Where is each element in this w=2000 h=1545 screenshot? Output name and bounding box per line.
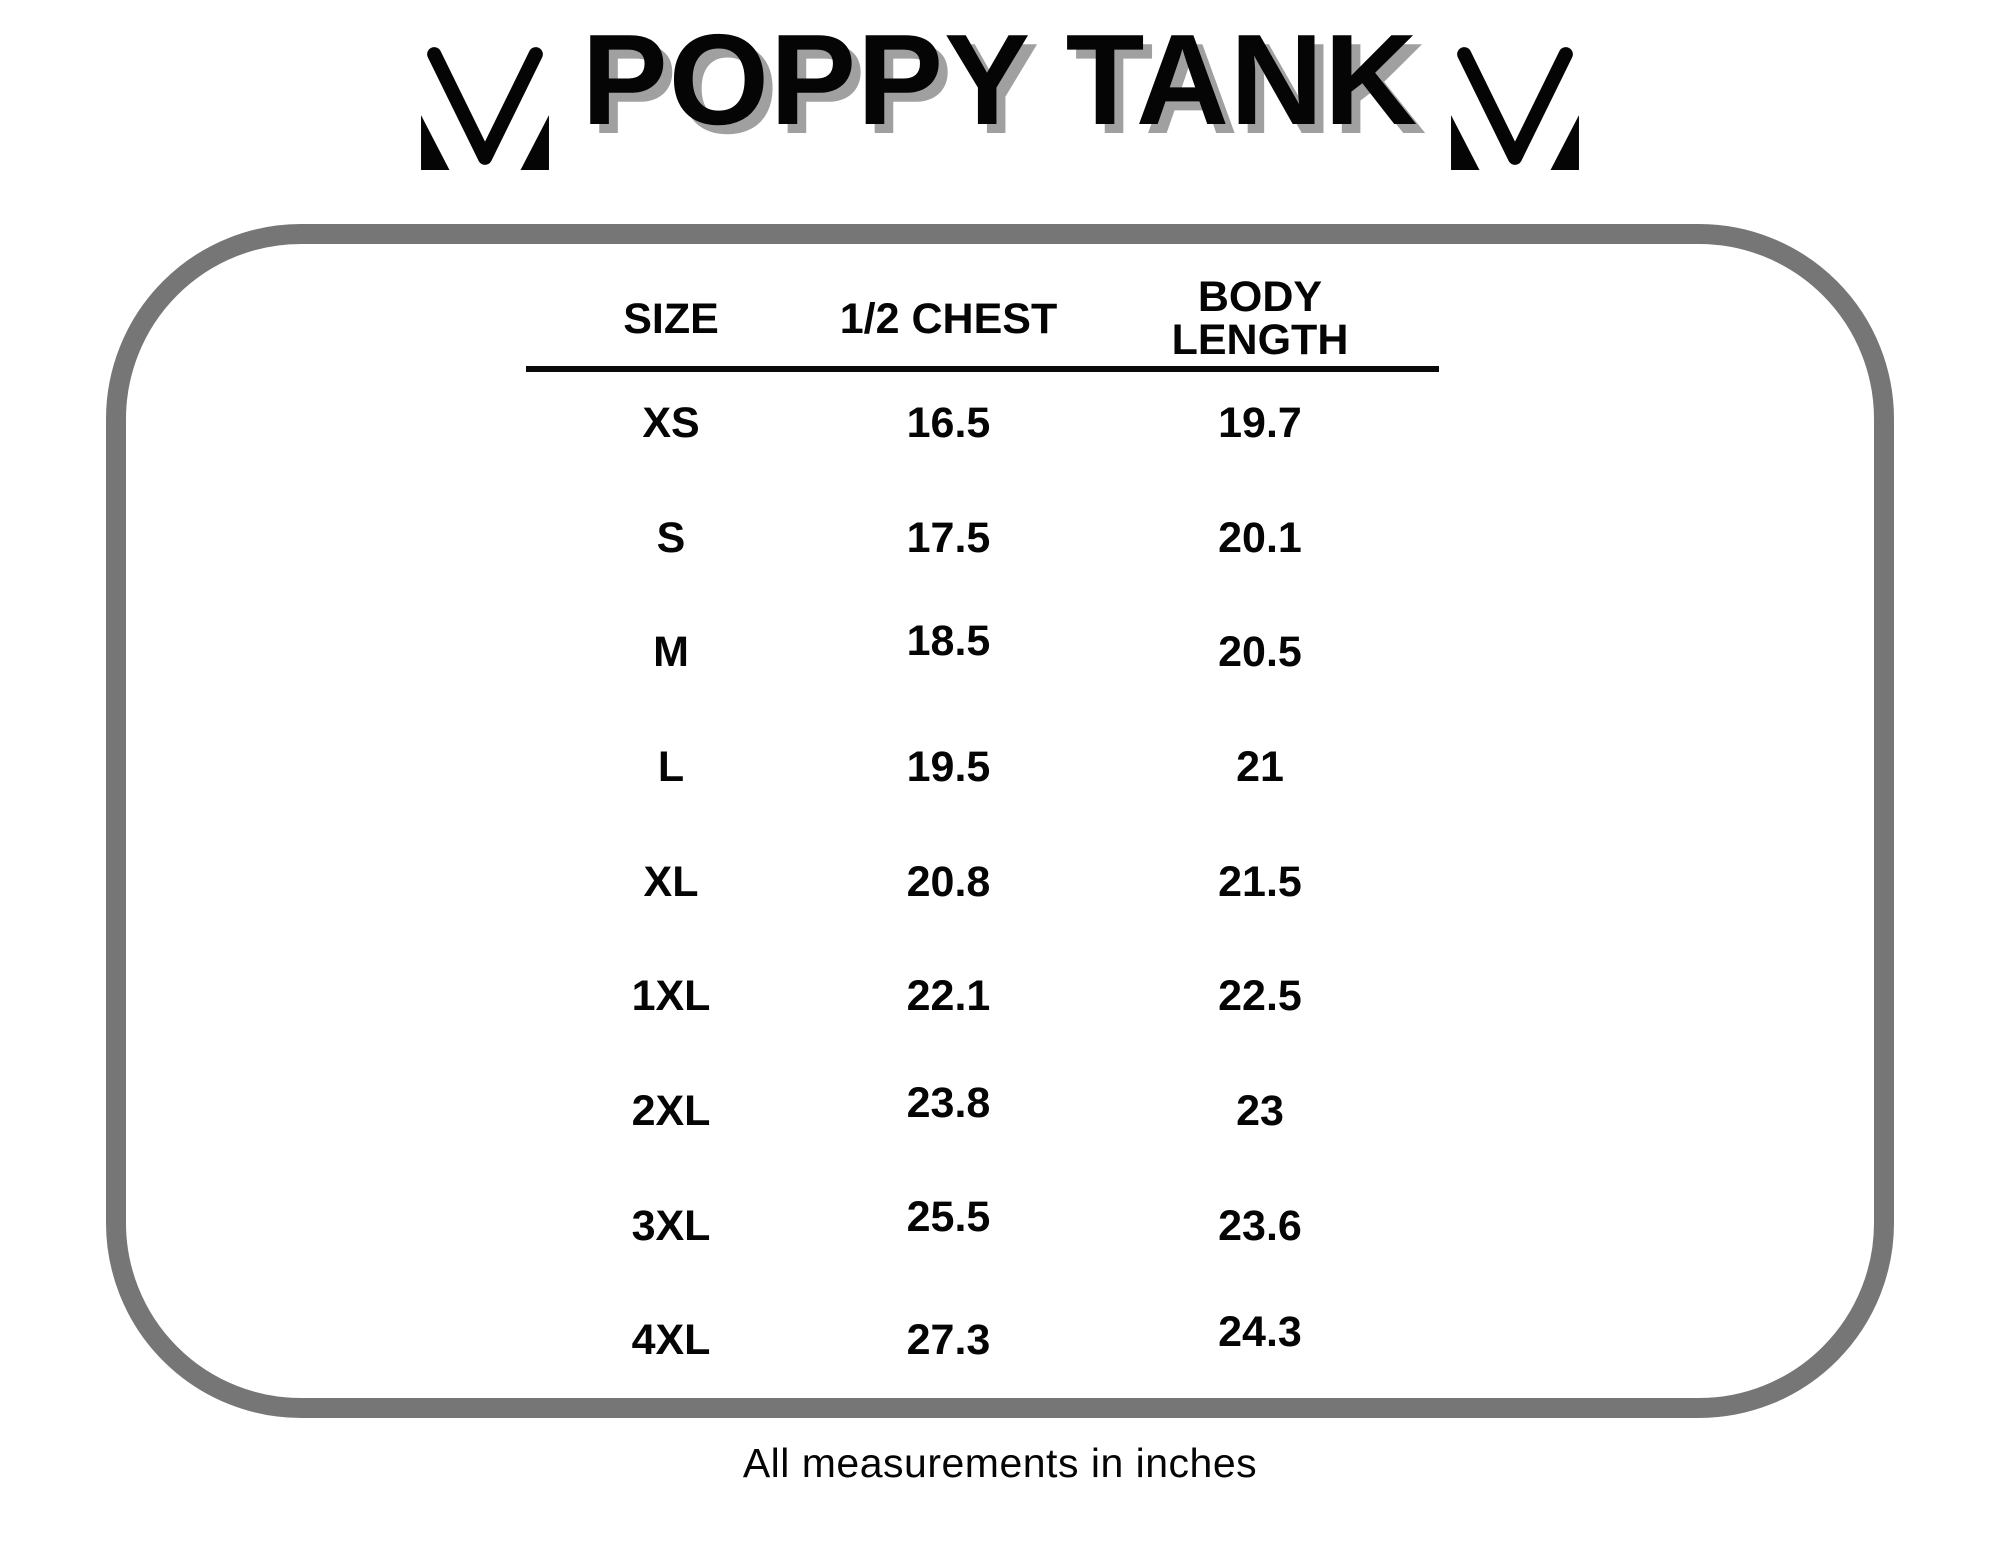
page-header: POPPY TANK	[0, 16, 2000, 170]
table-row: S 17.5 20.1	[526, 481, 1439, 596]
table-header-row: SIZE 1/2 CHEST BODY LENGTH	[526, 276, 1439, 362]
half-chest-cell: 27.3	[906, 1316, 991, 1365]
column-header-half-chest: 1/2 CHEST	[839, 294, 1058, 343]
body-length-cell: 21.5	[1218, 857, 1302, 906]
body-length-cell: 23.6	[1218, 1201, 1302, 1250]
table-row: 3XL 25.5 23.6	[526, 1169, 1439, 1284]
body-length-cell: 20.5	[1218, 628, 1302, 677]
table-row: L 19.5 21	[526, 710, 1439, 825]
table-row: XL 20.8 21.5	[526, 825, 1439, 940]
table-row: XS 16.5 19.7	[526, 366, 1439, 481]
size-cell: M	[653, 628, 689, 677]
size-cell: 1XL	[631, 972, 711, 1021]
size-table-body: XS 16.5 19.7 S 17.5 20.1 M 18.5 20.5 L 1…	[526, 366, 1439, 1398]
measurements-note: All measurements in inches	[742, 1440, 1258, 1486]
half-chest-cell: 17.5	[906, 513, 991, 562]
size-cell: S	[656, 513, 686, 562]
column-header-body-length-line2: LENGTH	[1171, 316, 1349, 364]
body-length-cell: 20.1	[1218, 513, 1302, 562]
half-chest-cell: 18.5	[906, 617, 991, 666]
half-chest-cell: 25.5	[906, 1192, 991, 1241]
body-length-cell: 24.3	[1218, 1308, 1302, 1357]
size-cell: 3XL	[631, 1201, 711, 1250]
header-divider-line	[526, 366, 1439, 372]
body-length-cell: 23	[1236, 1086, 1284, 1135]
size-cell: 2XL	[631, 1086, 711, 1135]
table-row: M 18.5 20.5	[526, 595, 1439, 710]
table-row: 2XL 23.8 23	[526, 1054, 1439, 1169]
page-title: POPPY TANK	[581, 8, 1419, 152]
body-length-cell: 21	[1236, 742, 1284, 791]
half-chest-cell: 19.5	[906, 742, 991, 791]
body-length-cell: 19.7	[1218, 398, 1302, 447]
size-cell: 4XL	[631, 1316, 711, 1365]
size-chart-frame	[106, 224, 1894, 1418]
size-cell: XS	[642, 398, 700, 447]
brand-monogram-icon	[1451, 47, 1580, 170]
brand-monogram-icon	[420, 47, 549, 170]
table-row: 1XL 22.1 22.5	[526, 939, 1439, 1054]
column-header-body-length-line1: BODY	[1197, 273, 1323, 321]
size-cell: L	[657, 742, 685, 791]
column-header-size: SIZE	[623, 294, 719, 343]
column-header-body-length: BODY LENGTH	[1081, 276, 1439, 362]
body-length-cell: 22.5	[1218, 972, 1302, 1021]
half-chest-cell: 23.8	[906, 1078, 991, 1127]
half-chest-cell: 20.8	[906, 857, 991, 906]
size-cell: XL	[643, 857, 699, 906]
table-row: 4XL 27.3 24.3	[526, 1284, 1439, 1399]
half-chest-cell: 22.1	[906, 972, 991, 1021]
half-chest-cell: 16.5	[906, 398, 991, 447]
